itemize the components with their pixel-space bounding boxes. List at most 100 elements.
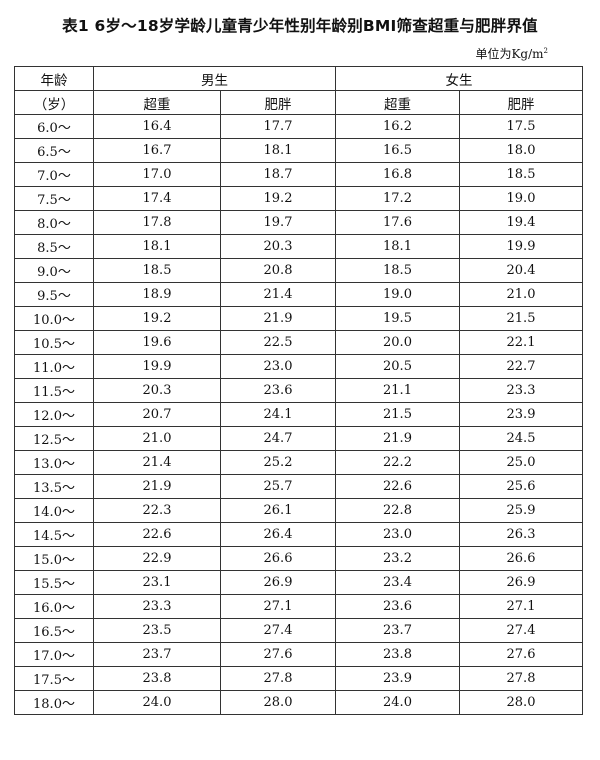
table-row: 8.0～ 17.8 19.7 17.6 19.4 [14,210,583,235]
male-obese-cell: 20.3 [220,234,336,259]
age-cell: 17.5～ [14,666,94,691]
female-overweight-cell: 19.5 [335,306,460,331]
female-obese-cell: 27.6 [459,642,583,667]
age-cell: 7.5～ [14,186,94,211]
male-overweight-cell: 18.9 [93,282,221,307]
male-overweight-cell: 22.6 [93,522,221,547]
table-row: 6.5～ 16.7 18.1 16.5 18.0 [14,138,583,163]
table-row: 15.0～ 22.9 26.6 23.2 26.6 [14,546,583,571]
age-cell: 10.0～ [14,306,94,331]
age-cell: 15.0～ [14,546,94,571]
female-obese-cell: 26.9 [459,570,583,595]
age-cell: 9.5～ [14,282,94,307]
male-overweight-cell: 21.9 [93,474,221,499]
female-obese-cell: 18.0 [459,138,583,163]
age-header: 年龄 [14,66,94,91]
female-overweight-cell: 16.5 [335,138,460,163]
male-obese-cell: 24.7 [220,426,336,451]
age-cell: 12.5～ [14,426,94,451]
male-overweight-cell: 18.5 [93,258,221,283]
female-overweight-header: 超重 [335,90,460,115]
table-row: 17.0～ 23.7 27.6 23.8 27.6 [14,642,583,667]
female-obese-cell: 18.5 [459,162,583,187]
male-obese-cell: 26.6 [220,546,336,571]
female-overweight-cell: 24.0 [335,690,460,715]
unit-label: 单位为Kg/m2 [475,45,548,62]
female-overweight-cell: 22.2 [335,450,460,475]
male-obese-header: 肥胖 [220,90,336,115]
female-obese-cell: 26.3 [459,522,583,547]
female-obese-cell: 28.0 [459,690,583,715]
male-obese-cell: 25.2 [220,450,336,475]
female-header: 女生 [335,66,583,91]
female-obese-cell: 21.0 [459,282,583,307]
table-title: 表1 6岁～18岁学龄儿童青少年性别年龄别BMI筛查超重与肥胖界值 [62,17,538,35]
table-row: 16.5～ 23.5 27.4 23.7 27.4 [14,618,583,643]
female-overweight-cell: 18.1 [335,234,460,259]
table-row: 7.0～ 17.0 18.7 16.8 18.5 [14,162,583,187]
table-body: 6.0～ 16.4 17.7 16.2 17.5 6.5～ 16.7 18.1 16.5 18.0… [14,114,583,715]
table-row: 17.5～ 23.8 27.8 23.9 27.8 [14,666,583,691]
male-overweight-cell: 17.4 [93,186,221,211]
female-overweight-cell: 19.0 [335,282,460,307]
female-obese-cell: 25.6 [459,474,583,499]
male-overweight-cell: 21.0 [93,426,221,451]
male-obese-cell: 21.4 [220,282,336,307]
unit-text: 单位为Kg/m [475,47,544,61]
male-obese-cell: 27.8 [220,666,336,691]
male-overweight-cell: 19.6 [93,330,221,355]
table-row: 12.5～ 21.0 24.7 21.9 24.5 [14,426,583,451]
male-obese-cell: 18.7 [220,162,336,187]
age-cell: 14.5～ [14,522,94,547]
age-cell: 11.5～ [14,378,94,403]
age-cell: 6.5～ [14,138,94,163]
age-cell: 7.0～ [14,162,94,187]
female-overweight-cell: 23.4 [335,570,460,595]
table-row: 14.0～ 22.3 26.1 22.8 25.9 [14,498,583,523]
female-overweight-cell: 17.2 [335,186,460,211]
female-obese-cell: 20.4 [459,258,583,283]
female-obese-cell: 27.8 [459,666,583,691]
male-obese-cell: 23.0 [220,354,336,379]
male-overweight-cell: 21.4 [93,450,221,475]
age-cell: 13.0～ [14,450,94,475]
male-overweight-cell: 23.1 [93,570,221,595]
age-cell: 8.5～ [14,234,94,259]
female-overweight-cell: 23.6 [335,594,460,619]
male-obese-cell: 23.6 [220,378,336,403]
female-overweight-cell: 16.2 [335,114,460,139]
female-obese-cell: 25.9 [459,498,583,523]
female-overweight-cell: 16.8 [335,162,460,187]
female-overweight-cell: 21.1 [335,378,460,403]
female-overweight-cell: 23.9 [335,666,460,691]
male-obese-cell: 18.1 [220,138,336,163]
male-overweight-header: 超重 [93,90,221,115]
female-overweight-cell: 22.6 [335,474,460,499]
table-row: 13.0～ 21.4 25.2 22.2 25.0 [14,450,583,475]
male-overweight-cell: 19.9 [93,354,221,379]
table-row: 7.5～ 17.4 19.2 17.2 19.0 [14,186,583,211]
female-obese-cell: 19.9 [459,234,583,259]
male-obese-cell: 27.1 [220,594,336,619]
male-overweight-cell: 18.1 [93,234,221,259]
female-obese-cell: 24.5 [459,426,583,451]
male-overweight-cell: 20.7 [93,402,221,427]
age-cell: 10.5～ [14,330,94,355]
female-obese-cell: 17.5 [459,114,583,139]
male-obese-cell: 21.9 [220,306,336,331]
male-overweight-cell: 16.7 [93,138,221,163]
age-cell: 13.5～ [14,474,94,499]
female-obese-cell: 27.4 [459,618,583,643]
bmi-cutoff-table: 年龄 男生 女生 （岁） 超重 肥胖 超重 肥胖 6.0～ 16.4 17.7 16.… [14,66,583,715]
age-cell: 11.0～ [14,354,94,379]
female-overweight-cell: 21.5 [335,402,460,427]
table-row: 11.5～ 20.3 23.6 21.1 23.3 [14,378,583,403]
male-overweight-cell: 19.2 [93,306,221,331]
male-obese-cell: 25.7 [220,474,336,499]
male-obese-cell: 28.0 [220,690,336,715]
female-overweight-cell: 23.8 [335,642,460,667]
male-obese-cell: 20.8 [220,258,336,283]
female-obese-cell: 25.0 [459,450,583,475]
male-overweight-cell: 17.8 [93,210,221,235]
male-obese-cell: 19.2 [220,186,336,211]
